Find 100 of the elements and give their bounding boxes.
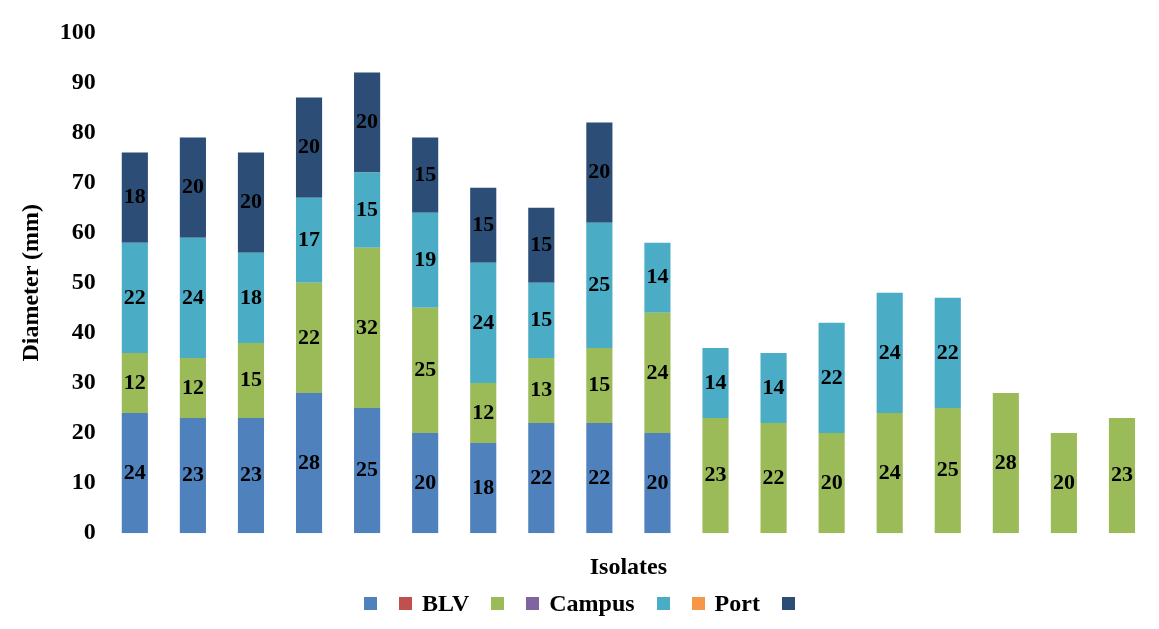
legend-label: Campus xyxy=(549,589,635,617)
data-label: 20 xyxy=(646,468,669,494)
legend-label: BLV xyxy=(422,589,470,617)
data-label: 20 xyxy=(181,173,204,199)
bar xyxy=(470,262,497,383)
data-label: 18 xyxy=(239,283,262,309)
data-label: 15 xyxy=(239,366,262,392)
bar xyxy=(295,197,323,283)
bar xyxy=(121,152,148,243)
data-label: 23 xyxy=(181,461,204,487)
y-tick-label: 100 xyxy=(59,17,96,44)
data-label: 28 xyxy=(298,448,321,474)
data-label: 12 xyxy=(181,373,204,399)
data-label: 20 xyxy=(1052,468,1075,494)
bar xyxy=(179,418,206,534)
bar xyxy=(586,347,613,424)
bar xyxy=(354,247,381,408)
bar xyxy=(354,408,381,534)
data-label: 22 xyxy=(820,363,843,389)
bar xyxy=(412,307,439,434)
data-label: 32 xyxy=(356,313,379,339)
bar xyxy=(237,342,265,419)
data-label: 18 xyxy=(123,183,146,209)
bar xyxy=(528,423,555,534)
data-label: 13 xyxy=(530,376,553,402)
y-tick-label: 50 xyxy=(71,268,96,294)
bar xyxy=(702,418,729,534)
y-tick-label: 70 xyxy=(71,167,96,194)
bar xyxy=(237,152,265,253)
bar xyxy=(528,282,555,358)
data-label: 20 xyxy=(588,158,611,184)
bar xyxy=(121,242,148,353)
data-label: 25 xyxy=(588,270,611,296)
bar xyxy=(586,122,613,223)
y-tick-label: 0 xyxy=(83,518,96,545)
data-label: 15 xyxy=(530,230,553,256)
bar xyxy=(586,423,613,534)
bar xyxy=(818,433,845,534)
y-tick-label: 40 xyxy=(71,318,96,345)
bar xyxy=(179,237,206,358)
legend-label: Port xyxy=(714,589,760,617)
bar xyxy=(644,312,671,434)
bar xyxy=(470,187,497,263)
bar xyxy=(760,352,787,424)
bar xyxy=(760,423,787,534)
data-label: 25 xyxy=(356,456,379,482)
bar xyxy=(934,408,961,534)
data-label: 15 xyxy=(472,210,495,236)
data-label: 17 xyxy=(298,225,321,251)
bar xyxy=(818,322,845,434)
bar xyxy=(586,222,613,348)
data-label: 22 xyxy=(123,283,146,309)
bar xyxy=(412,137,439,213)
bar xyxy=(295,282,323,393)
data-label: 23 xyxy=(1110,461,1133,487)
data-label: 25 xyxy=(414,356,437,382)
data-label: 15 xyxy=(530,306,553,332)
data-label: 20 xyxy=(239,188,262,214)
bar xyxy=(470,443,497,534)
data-label: 22 xyxy=(588,463,611,489)
data-label: 22 xyxy=(298,323,321,349)
data-label: 14 xyxy=(762,373,785,399)
data-label: 20 xyxy=(298,133,321,159)
data-label: 25 xyxy=(936,456,959,482)
bar xyxy=(934,297,961,408)
bar xyxy=(412,212,439,308)
y-axis-title: Diameter (mm) xyxy=(16,204,43,362)
bar xyxy=(237,418,265,534)
y-tick-label: 90 xyxy=(71,67,96,94)
bar xyxy=(876,413,903,534)
data-label: 24 xyxy=(878,338,901,364)
data-label: 14 xyxy=(646,263,669,289)
y-tick-label: 80 xyxy=(71,117,96,144)
y-tick-label: 60 xyxy=(71,217,96,244)
x-axis-title: Isolates xyxy=(589,552,668,579)
bar xyxy=(1050,433,1077,534)
bar xyxy=(354,72,381,173)
bar xyxy=(528,207,555,283)
y-tick-label: 20 xyxy=(71,418,96,445)
bar xyxy=(295,392,323,534)
data-label: 22 xyxy=(936,338,959,364)
bar xyxy=(179,137,206,238)
data-label: 24 xyxy=(472,308,495,334)
data-label: 12 xyxy=(123,368,146,394)
data-label: 23 xyxy=(239,461,262,487)
data-label: 20 xyxy=(414,468,437,494)
bar xyxy=(644,242,671,313)
bar xyxy=(412,433,439,534)
data-label: 19 xyxy=(414,245,437,271)
data-label: 15 xyxy=(414,160,437,186)
data-label: 22 xyxy=(762,463,785,489)
data-label: 24 xyxy=(878,458,901,484)
bar xyxy=(876,292,903,414)
bar xyxy=(702,347,729,419)
data-label: 24 xyxy=(123,458,146,484)
data-label: 15 xyxy=(356,195,379,221)
data-label: 12 xyxy=(472,398,495,424)
data-label: 22 xyxy=(530,463,553,489)
bar xyxy=(354,172,381,248)
data-label: 24 xyxy=(181,283,204,309)
